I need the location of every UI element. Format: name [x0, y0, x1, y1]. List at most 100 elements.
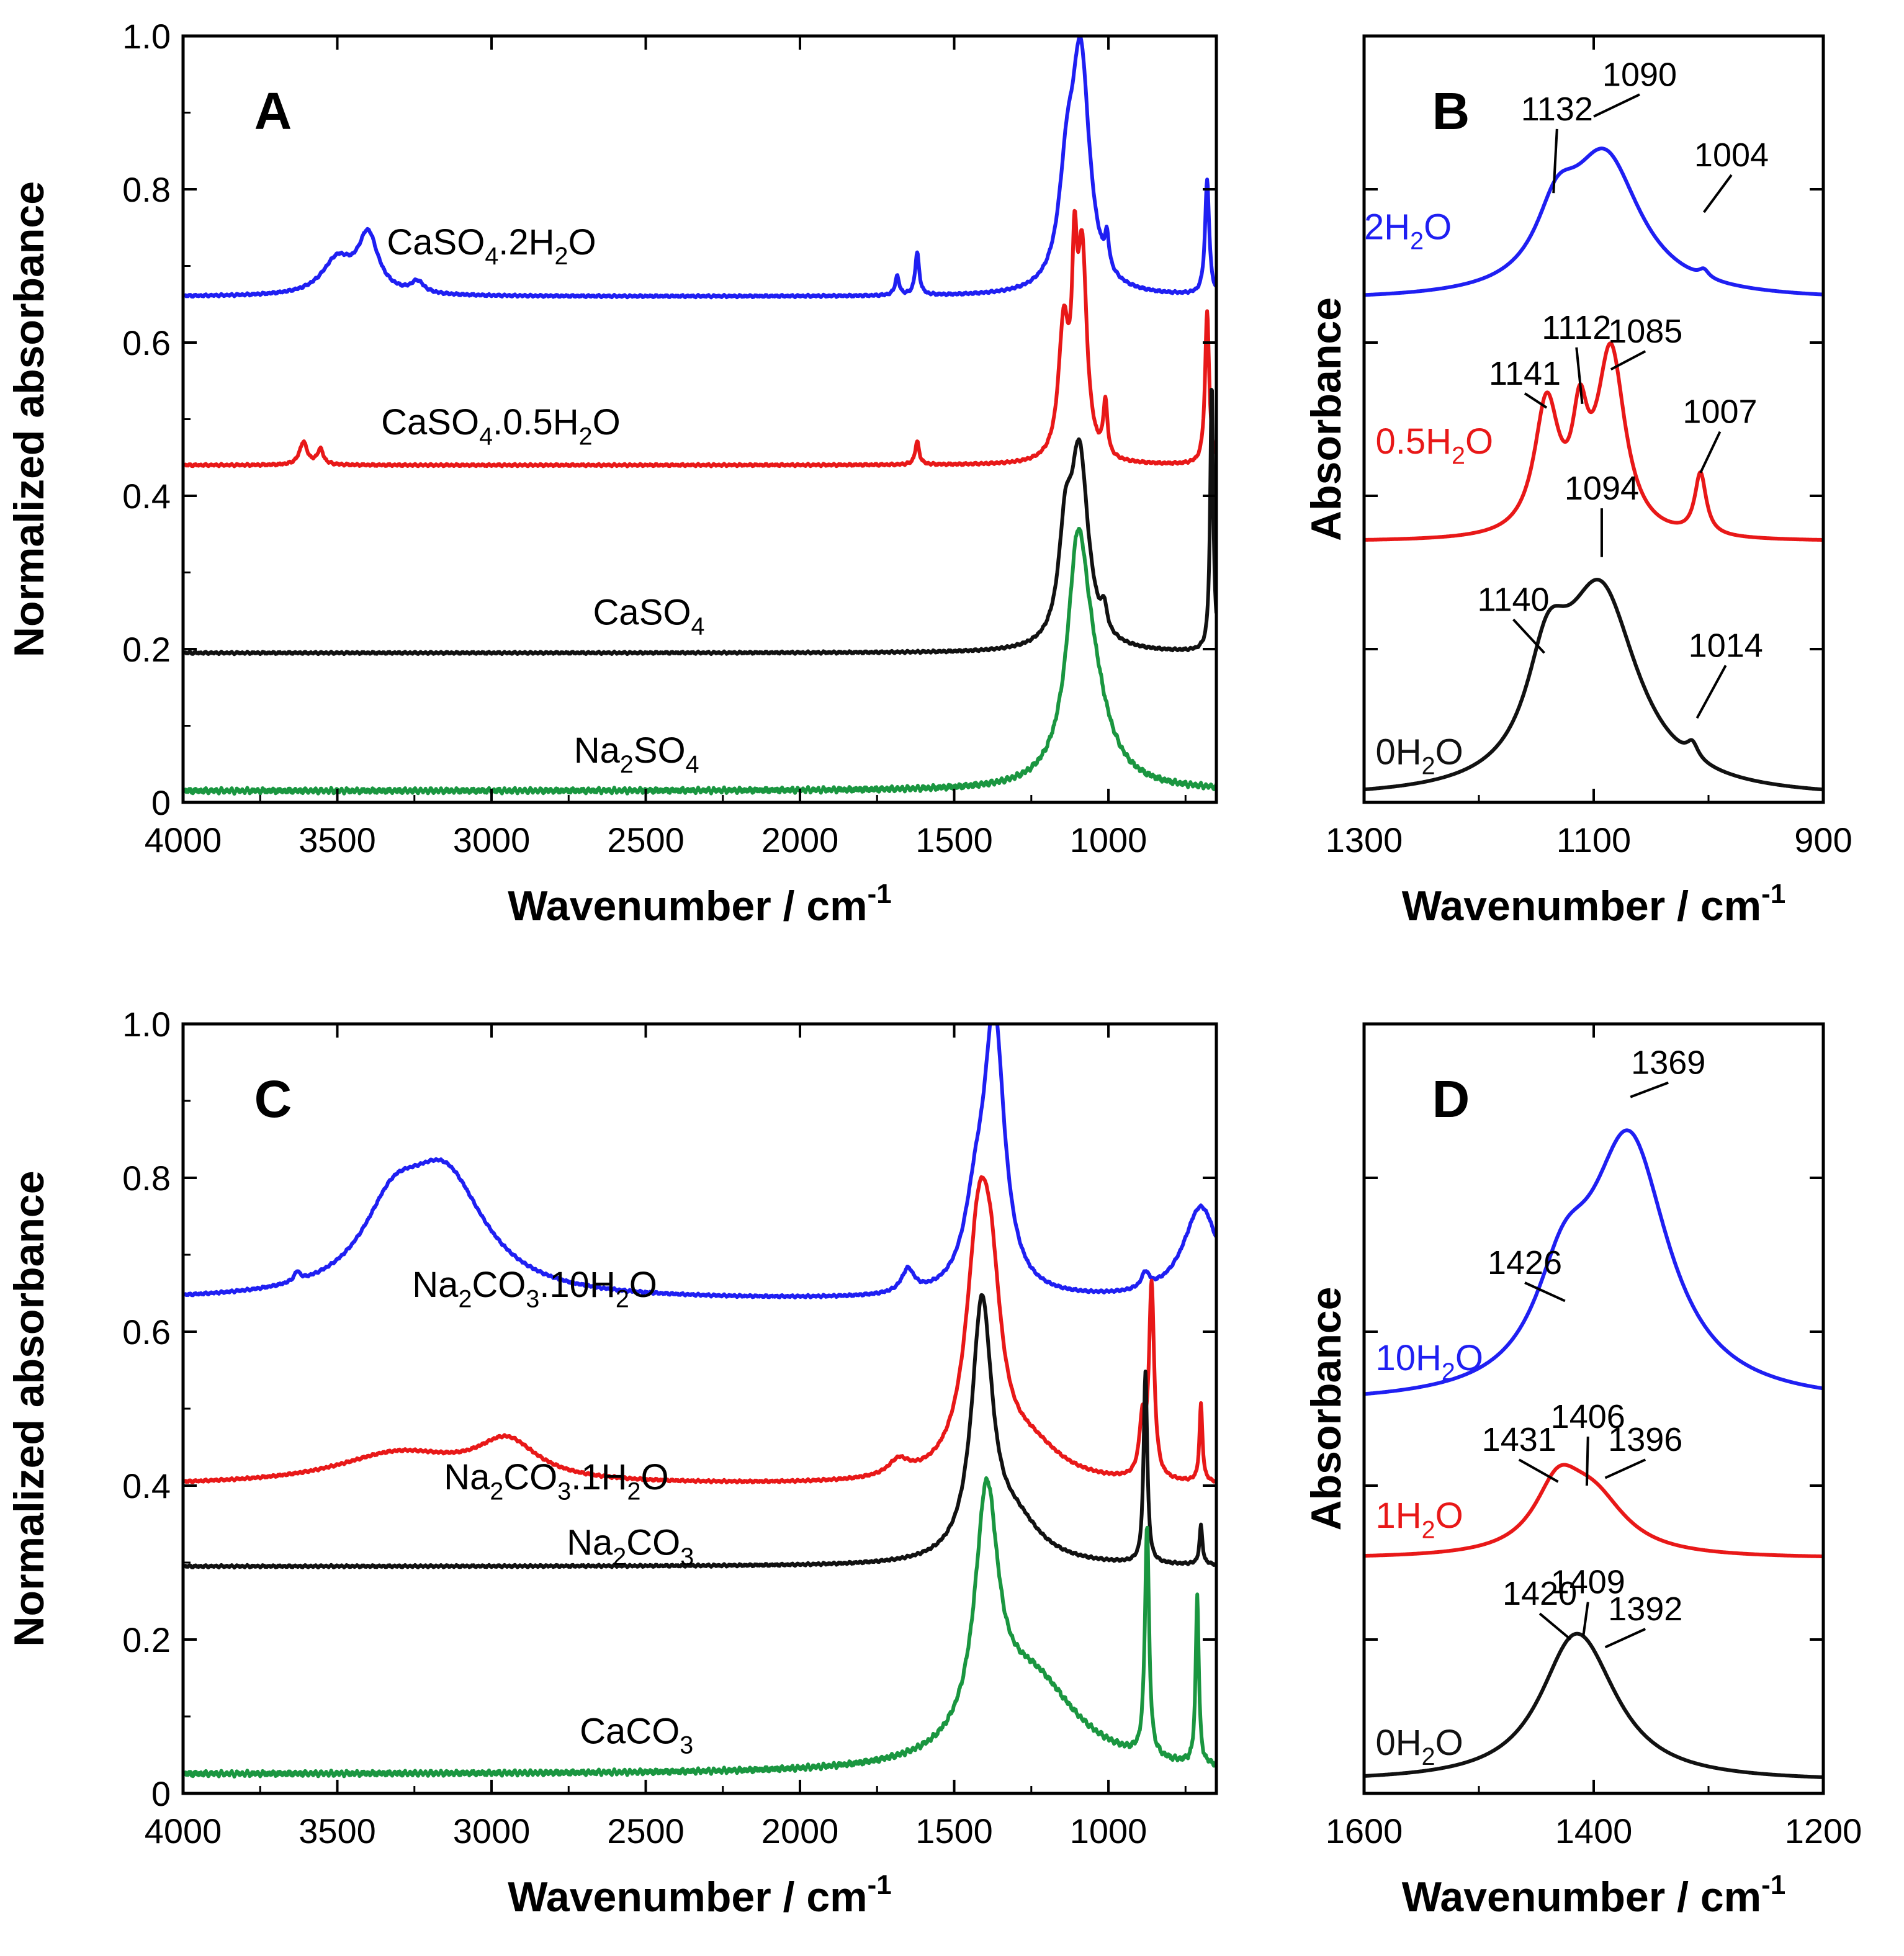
series-label-part: 3: [680, 1732, 693, 1759]
y-axis-title: Absorbance: [1303, 297, 1350, 541]
series-label-part: 2: [1442, 1358, 1455, 1386]
series-line-caso4: [183, 387, 1216, 657]
y-tick-label: 0.2: [122, 630, 171, 669]
x-axis-title-text: Wavenumber / cm: [508, 1873, 867, 1921]
x-tick-label: 1600: [1326, 1811, 1403, 1851]
annotation-leader: [1695, 665, 1727, 719]
peak-annotation: 1090: [1602, 56, 1677, 93]
y-tick-label: 0: [151, 783, 171, 822]
x-axis-title-text: Wavenumber / cm: [1402, 1873, 1761, 1921]
series-label: CaSO4.0.5H2O: [381, 402, 621, 450]
peak-annotation: 1004: [1694, 137, 1769, 174]
series-label: 1H2O: [1376, 1496, 1463, 1543]
series-label-part: Na: [412, 1265, 459, 1305]
panel-label: B: [1432, 82, 1470, 140]
series-label-part: 3: [680, 1543, 694, 1571]
series-label-part: 1H: [1376, 1496, 1422, 1536]
peak-annotation: 1431: [1482, 1421, 1556, 1458]
annotation-leader: [1604, 1458, 1646, 1479]
annotation-leader: [1524, 392, 1548, 409]
panel-label: A: [254, 82, 292, 140]
x-axis-title-sup: -1: [868, 879, 892, 909]
y-axis-title: Normalized absorbance: [6, 1170, 53, 1646]
peak-annotation: 1426: [1488, 1244, 1562, 1281]
series-label-part: .1H: [571, 1457, 627, 1497]
series-line-0h2o: [1364, 1631, 1823, 1779]
annotation-leader: [1702, 174, 1733, 213]
x-axis-title-sup: -1: [1761, 879, 1785, 909]
y-tick-label: 0: [151, 1774, 171, 1813]
plot-frame: [181, 1022, 1218, 1795]
y-tick-label: 0.6: [122, 323, 171, 362]
peak-annotation: 1112: [1542, 309, 1611, 346]
series-label: Na2CO3: [567, 1523, 694, 1571]
x-tick-label: 1200: [1785, 1811, 1862, 1851]
annotation-leader: [1575, 347, 1584, 405]
y-tick-label: 0.8: [122, 1159, 171, 1198]
series-label-part: O: [1424, 207, 1452, 247]
series-label-part: 4: [479, 423, 493, 450]
annotation-leader: [1630, 1081, 1669, 1098]
annotation-leader: [1518, 1458, 1559, 1483]
y-tick-label: 1.0: [122, 17, 171, 56]
series-label-part: O: [593, 402, 621, 442]
series-label-part: CO: [626, 1523, 680, 1563]
peak-annotation: 1396: [1608, 1421, 1682, 1458]
series-label-part: O: [1455, 1338, 1483, 1378]
series-label-part: 2H: [1364, 207, 1410, 247]
x-tick-label: 2000: [761, 1811, 839, 1851]
series-line-caco3: [183, 1476, 1216, 1779]
series-label-part: Na: [444, 1457, 490, 1497]
series-label-part: O: [629, 1265, 657, 1305]
series-label: CaSO4.2H2O: [387, 222, 596, 270]
series-line-na2co3: [183, 1293, 1216, 1570]
x-axis-title-text: Wavenumber / cm: [508, 882, 867, 930]
peak-annotation: 1409: [1551, 1564, 1625, 1601]
x-axis-title-sup: -1: [1761, 1870, 1785, 1900]
series-label-part: .10H: [539, 1265, 616, 1305]
x-tick-label: 1000: [1070, 820, 1147, 859]
series-label-part: 2: [1422, 752, 1435, 779]
series-label-part: CO: [472, 1265, 526, 1305]
series-label-part: 2: [555, 243, 568, 270]
peak-annotation: 1007: [1682, 393, 1757, 431]
series-label-part: O: [640, 1457, 668, 1497]
series-label-part: 2: [1422, 1743, 1435, 1770]
y-axis-title: Absorbance: [1303, 1287, 1350, 1531]
x-axis-title: Wavenumber / cm-1: [1402, 1870, 1786, 1921]
y-tick-label: 0.8: [122, 170, 171, 209]
peak-annotation: 1420: [1502, 1575, 1577, 1612]
x-tick-label: 3500: [299, 1811, 376, 1851]
series-label-part: CaSO: [387, 222, 485, 262]
series-label-part: O: [1435, 1723, 1463, 1763]
annotation-leader: [1524, 1281, 1566, 1303]
annotation-leader: [1699, 431, 1722, 473]
series-label-part: 2: [1452, 442, 1465, 469]
panel-b: 2H2O0.5H2O0H2O11321090100411121085114110…: [1303, 34, 1852, 930]
panel-d: 10H2O1H2O0H2O136914261431140613961420140…: [1303, 1022, 1862, 1921]
series-label-part: .2H: [498, 222, 554, 262]
series-line-na2co3-10h2o: [183, 1024, 1216, 1299]
x-axis-title-sup: -1: [868, 1870, 892, 1900]
series-line-0h2o: [1364, 578, 1823, 792]
x-tick-label: 4000: [145, 820, 222, 859]
x-axis-title-text: Wavenumber / cm: [1402, 882, 1761, 930]
annotation-leader: [1538, 1612, 1572, 1641]
x-tick-label: 1400: [1555, 1811, 1633, 1851]
x-tick-label: 4000: [145, 1811, 222, 1851]
series-label-part: CaSO: [593, 592, 691, 632]
peak-annotation: 1014: [1689, 627, 1763, 664]
series-label-part: 0.5H: [1376, 421, 1452, 462]
annotation-leader: [1512, 618, 1545, 654]
y-tick-label: 0.2: [122, 1620, 171, 1659]
series-label: 2H2O: [1364, 207, 1452, 254]
series-line-caso4-2h2o: [183, 36, 1216, 300]
y-tick-label: 0.4: [122, 477, 171, 516]
series-label: 0.5H2O: [1376, 421, 1494, 469]
x-axis-title: Wavenumber / cm-1: [1402, 879, 1786, 930]
series-label-part: 2: [627, 1478, 641, 1505]
series-label-part: O: [1465, 421, 1493, 462]
series-label-part: 2: [458, 1285, 472, 1312]
series-label-part: 10H: [1376, 1338, 1442, 1378]
series-label: Na2CO3.1H2O: [444, 1457, 668, 1505]
